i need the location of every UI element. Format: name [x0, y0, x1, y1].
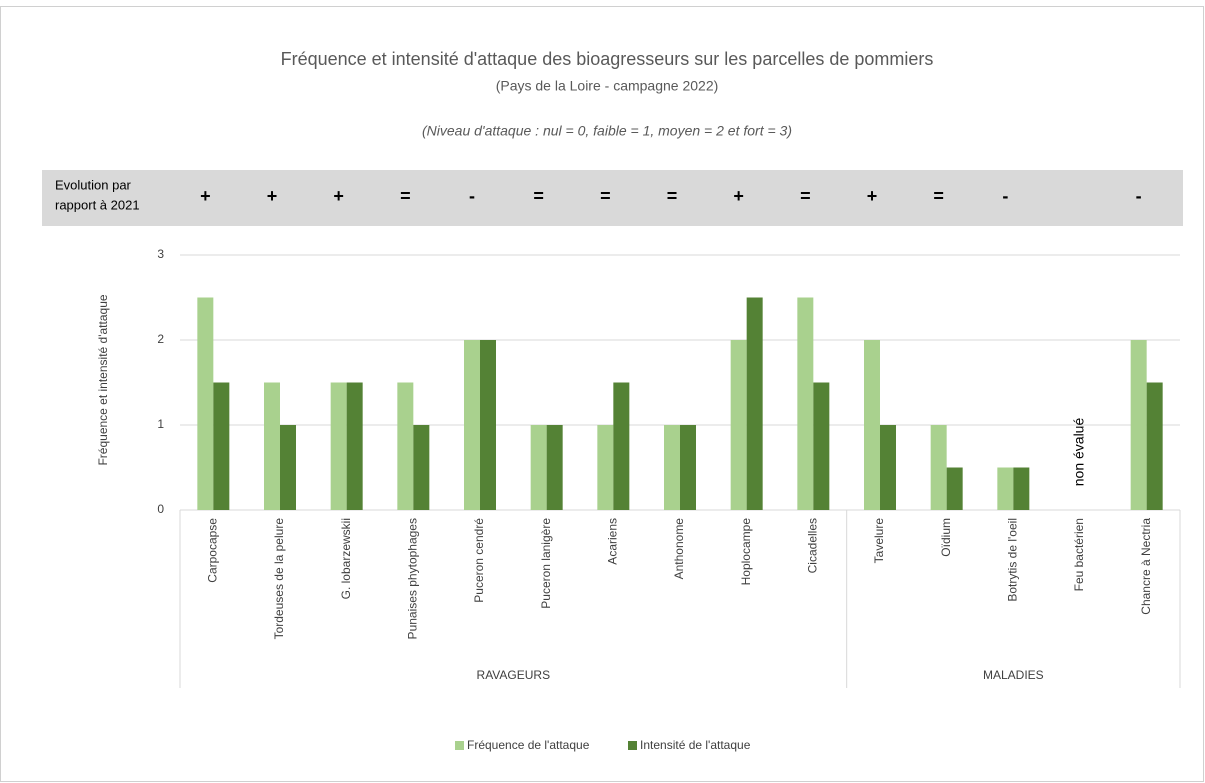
evolution-symbol: +	[733, 186, 744, 206]
evolution-symbol: =	[667, 186, 678, 206]
chart-note: (Niveau d'attaque : nul = 0, faible = 1,…	[422, 123, 792, 139]
bar	[464, 340, 480, 510]
evolution-label: rapport à 2021	[55, 197, 140, 212]
annotation: non évalué	[1071, 418, 1087, 487]
bar	[1013, 467, 1030, 510]
bar	[413, 425, 430, 510]
bar	[330, 382, 347, 510]
bar	[397, 382, 414, 510]
legend-label: Intensité de l'attaque	[640, 738, 751, 752]
bar	[197, 297, 214, 510]
evolution-label: Evolution par	[55, 177, 132, 192]
bar	[546, 425, 563, 510]
evolution-symbol: +	[333, 186, 344, 206]
x-tick-label: Chancre à Nectria	[1139, 518, 1153, 615]
bar	[930, 425, 947, 510]
bar	[730, 340, 747, 510]
x-tick-label: Botrytis de l'oeil	[1006, 518, 1020, 602]
evolution-symbol: -	[469, 186, 475, 206]
bar	[280, 425, 296, 510]
bar	[680, 425, 696, 510]
bar	[346, 382, 363, 510]
y-tick-label: 1	[157, 417, 164, 431]
legend-swatch	[628, 741, 637, 750]
x-tick-label: G. lobarzewskii	[339, 518, 353, 599]
evolution-symbol: =	[400, 186, 411, 206]
y-tick-label: 3	[157, 247, 164, 261]
evolution-symbol: =	[933, 186, 944, 206]
x-tick-label: Tavelure	[872, 518, 886, 564]
evolution-band	[42, 170, 1183, 226]
evolution-symbol: +	[867, 186, 878, 206]
evolution-symbol: =	[600, 186, 611, 206]
bar	[1130, 340, 1147, 510]
bar	[813, 382, 830, 510]
x-tick-label: Feu bactérien	[1072, 518, 1086, 591]
bar	[997, 467, 1014, 510]
evolution-symbol: -	[1002, 186, 1008, 206]
bar	[213, 382, 230, 510]
bar	[864, 340, 880, 510]
group-label: RAVAGEURS	[477, 668, 551, 682]
x-tick-label: Carpocapse	[206, 518, 220, 583]
bar	[797, 297, 814, 510]
y-axis-label: Fréquence et intensité d'attaque	[96, 294, 110, 465]
evolution-symbol: =	[800, 186, 811, 206]
x-tick-label: Oïdium	[939, 518, 953, 557]
chart-title: Fréquence et intensité d'attaque des bio…	[281, 49, 934, 69]
x-tick-label: Acariens	[606, 518, 620, 565]
bar	[264, 382, 280, 510]
legend-label: Fréquence de l'attaque	[467, 738, 590, 752]
y-tick-label: 0	[157, 502, 164, 516]
evolution-symbol: =	[533, 186, 544, 206]
chart-subtitle: (Pays de la Loire - campagne 2022)	[496, 78, 719, 94]
y-tick-label: 2	[157, 332, 164, 346]
bar	[746, 297, 763, 510]
x-tick-label: Puceron cendré	[472, 518, 486, 603]
x-tick-label: Puceron lanigère	[539, 518, 553, 609]
evolution-symbol: +	[267, 186, 278, 206]
x-tick-label: Tordeuses de la pelure	[272, 518, 286, 640]
legend-swatch	[455, 741, 464, 750]
bar	[664, 425, 680, 510]
x-tick-label: Anthonome	[672, 518, 686, 580]
evolution-symbol: +	[200, 186, 211, 206]
group-label: MALADIES	[983, 668, 1044, 682]
x-tick-label: Hoplocampe	[739, 518, 753, 586]
bar	[946, 467, 963, 510]
x-tick-label: Cicadelles	[806, 518, 820, 573]
bar	[530, 425, 547, 510]
bar	[480, 340, 496, 510]
bar	[613, 382, 630, 510]
evolution-symbol: -	[1136, 186, 1142, 206]
bar	[597, 425, 614, 510]
bar	[880, 425, 896, 510]
bar	[1146, 382, 1163, 510]
x-tick-label: Punaises phytophages	[406, 518, 420, 639]
